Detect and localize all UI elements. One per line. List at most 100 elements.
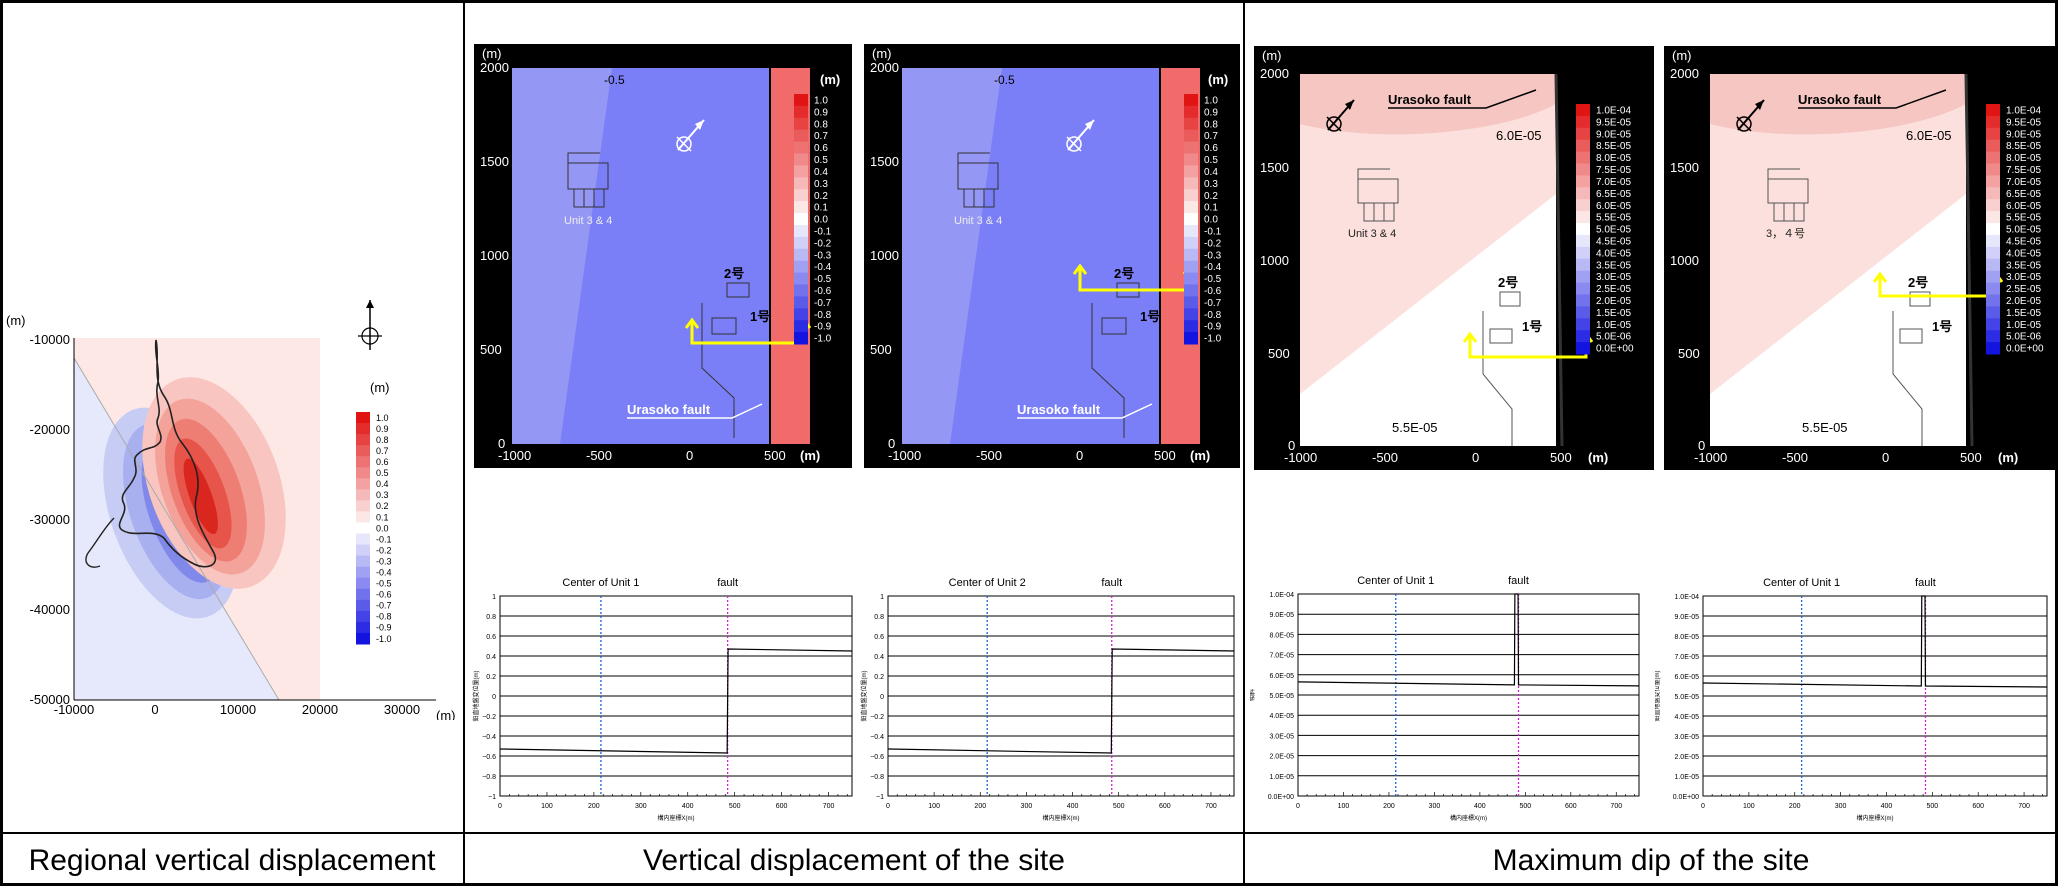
colorbar-label: 0.8 — [814, 119, 828, 130]
unit-label: (m) — [872, 46, 892, 61]
x-unit: (m) — [1998, 450, 2018, 465]
colorbar-swatch — [1184, 165, 1198, 178]
y-tick: 0 — [1698, 438, 1705, 453]
x-tick: 0 — [1076, 448, 1083, 463]
x-tick-label: 400 — [682, 803, 694, 810]
colorbar-swatch — [794, 141, 808, 155]
y-tick-label: 2.0E-05 — [1674, 754, 1699, 761]
colorbar-swatch — [356, 445, 370, 457]
x-tick-label: 700 — [1610, 803, 1622, 810]
colorbar-label: -0.3 — [1204, 250, 1222, 261]
contour-label-upper: 6.0E-05 — [1496, 128, 1542, 143]
y-tick: 2000 — [1670, 66, 1699, 81]
colorbar-label: 1.0E-05 — [1596, 320, 1631, 331]
y-tick-label: 1 — [492, 594, 496, 601]
colorbar-swatch — [1184, 284, 1198, 297]
y-tick-label: 1 — [880, 594, 884, 601]
colorbar-swatch — [1184, 153, 1198, 166]
colorbar-label: 4.5E-05 — [1596, 236, 1631, 247]
x-tick-label: 200 — [1383, 803, 1395, 810]
unit1-label: 1号 — [1140, 309, 1160, 324]
y-axis-label: 鉛直地盤変位量(m) — [472, 671, 480, 722]
regional-colorbar-unit: (m) — [370, 380, 390, 395]
y-tick: 1000 — [1260, 253, 1289, 268]
x-tick-label: 0 — [1701, 803, 1705, 810]
colorbar-swatch — [356, 412, 370, 424]
y-tick-label: 8.0E-05 — [1269, 632, 1294, 639]
colorbar-swatch — [794, 332, 808, 345]
colorbar-swatch — [356, 632, 370, 645]
colorbar-swatch — [356, 478, 370, 490]
y-tick-label: −0.8 — [870, 774, 884, 781]
contour-label-lower: 5.5E-05 — [1392, 420, 1438, 435]
colorbar-label: 1.0 — [814, 96, 828, 107]
regional-y-tick: -10000 — [30, 332, 70, 347]
colorbar-label: 0.0 — [814, 215, 828, 226]
y-tick: 0 — [888, 436, 895, 451]
y-tick: 0 — [498, 436, 505, 451]
y-tick: 500 — [1268, 346, 1290, 361]
y-tick-label: 0.6 — [486, 634, 496, 641]
series-line — [1702, 595, 2048, 688]
y-tick: 500 — [480, 342, 502, 357]
x-tick-label: 400 — [1881, 803, 1893, 810]
colorbar-swatch — [1576, 282, 1590, 295]
colorbar-swatch — [1184, 308, 1198, 321]
colorbar-label: 3.0E-05 — [1596, 272, 1631, 283]
colorbar-swatch — [1184, 248, 1198, 262]
x-tick: -1000 — [498, 448, 531, 463]
y-tick-label: 1.0E-05 — [1269, 774, 1294, 781]
fault-annotation: fault — [1101, 577, 1122, 589]
colorbar-label: 0.1 — [814, 203, 828, 214]
colorbar-label: 3.0E-05 — [2006, 272, 2041, 283]
colorbar-swatch — [1986, 115, 2000, 129]
x-tick: -500 — [976, 448, 1002, 463]
fault-label: Urasoko fault — [1388, 92, 1472, 107]
colorbar-swatch — [794, 224, 808, 238]
colorbar-swatch — [356, 522, 370, 535]
x-tick: 0 — [1472, 450, 1479, 465]
x-tick: 500 — [1550, 450, 1572, 465]
colorbar-swatch — [356, 588, 370, 601]
colorbar-swatch — [1576, 115, 1590, 129]
caption-site-vertical: Vertical displacement of the site — [643, 843, 1065, 877]
x-tick-label: 400 — [1474, 803, 1486, 810]
x-tick: 500 — [1154, 448, 1176, 463]
colorbar-swatch — [1576, 211, 1590, 224]
colorbar-label: 0.3 — [376, 490, 389, 500]
x-tick-label: 100 — [928, 803, 940, 810]
colorbar-swatch — [1576, 199, 1590, 212]
colorbar-label: 5.0E-05 — [1596, 225, 1631, 236]
colorbar-label: 1.0 — [1204, 96, 1218, 107]
colorbar-label: 0.4 — [814, 167, 828, 178]
colorbar-label: -1.0 — [814, 334, 832, 345]
colorbar-label: 3.5E-05 — [2006, 260, 2041, 271]
regional-y-tick: -40000 — [30, 602, 70, 617]
y-tick-label: 0.8 — [486, 614, 496, 621]
profile-chart-4: 1.0E-04 9.0E-05 8.0E-05 7.0E-05 6.0E-05 5.0E-… — [1655, 577, 2048, 822]
colorbar-label: 7.5E-05 — [2006, 165, 2041, 176]
plot-area — [1297, 593, 1640, 797]
unit2-label: 2号 — [1498, 275, 1518, 290]
colorbar-swatch — [1576, 127, 1590, 141]
colorbar-label: 5.5E-05 — [2006, 213, 2041, 224]
colorbar-swatch — [1986, 163, 2000, 176]
colorbar-label: 8.5E-05 — [1596, 141, 1631, 152]
colorbar-label: -0.5 — [814, 274, 832, 285]
colorbar-swatch — [1576, 187, 1590, 200]
colorbar-swatch — [356, 566, 370, 579]
x-tick: 0 — [686, 448, 693, 463]
y-tick: 500 — [1678, 346, 1700, 361]
building-label-unit34: Unit 3 & 4 — [1348, 228, 1396, 240]
series-line — [1297, 593, 1640, 687]
regional-x-tick: 10000 — [220, 702, 256, 717]
y-tick-label: 0.2 — [486, 674, 496, 681]
colorbar-swatch — [1986, 151, 2000, 165]
colorbar-label: -0.7 — [814, 298, 832, 309]
colorbar-swatch — [1576, 151, 1590, 165]
x-tick: 500 — [1960, 450, 1982, 465]
site-map-dip-2: 3，４号 2号 1号 Urasoko fault 6.0E-05 5.5E-05… — [1664, 46, 2058, 470]
x-tick: -1000 — [888, 448, 921, 463]
y-tick: 1500 — [1260, 160, 1289, 175]
colorbar-label: 0.7 — [814, 131, 828, 142]
